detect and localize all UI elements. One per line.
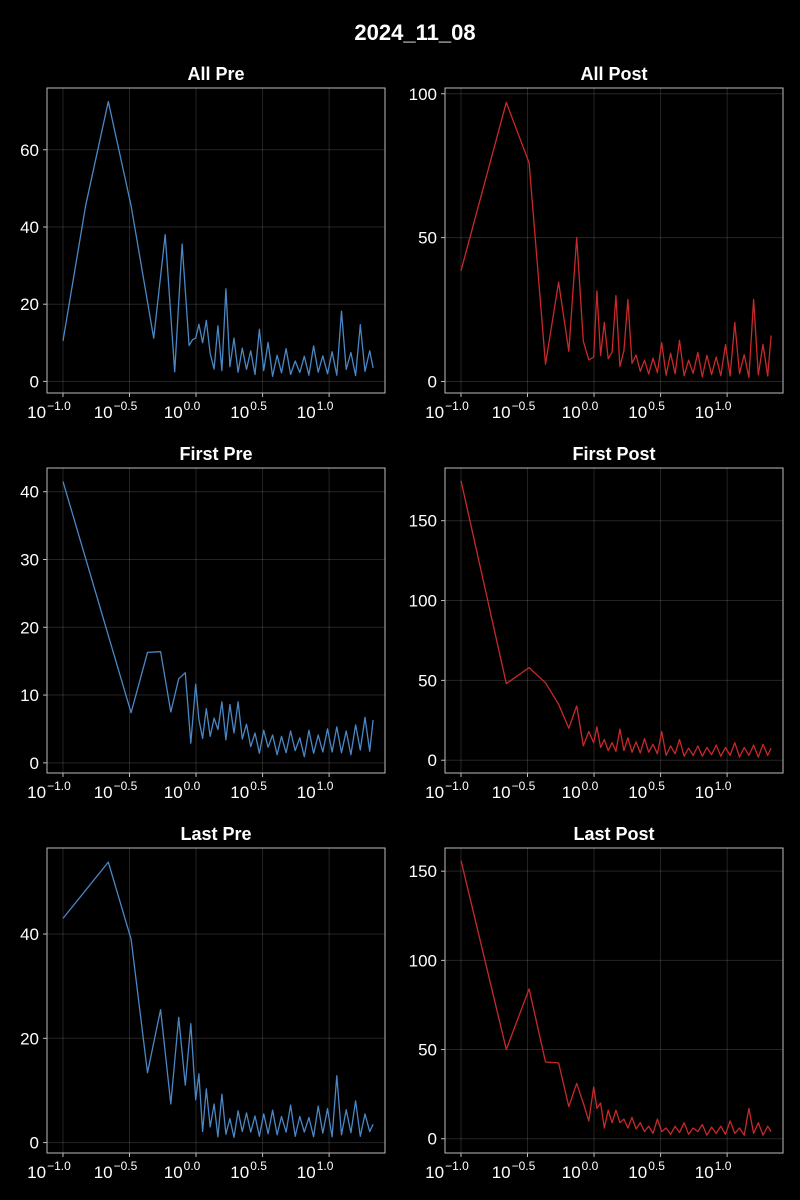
y-tick-label: 10 [20,686,39,705]
panel-all-post: All Post 10−1.0 10−0.5 100.0 100.5 101.0 0 50 10… [409,64,784,422]
series-line-first-pre [62,481,374,758]
y-tick-label: 0 [30,754,39,773]
x-tick-label: 100.5 [628,1159,665,1182]
y-tick-label: 20 [20,295,39,314]
y-tick-label: 40 [20,483,39,502]
x-tick-label: 101.0 [695,779,732,802]
x-tick-label: 10−1.0 [27,399,71,422]
series-line-last-pre [62,861,374,1139]
x-tick-label: 10−0.5 [492,1159,536,1182]
y-tick-label: 40 [20,218,39,237]
panel-all-pre: All Pre 10−1.0 10−0.5 100.0 100.5 101.0 0 20 40 6… [20,64,386,422]
x-tick-label: 100.5 [230,399,267,422]
plot-frame [444,467,784,774]
x-tick-label: 100.0 [164,1159,201,1182]
y-tick-label: 100 [409,85,437,104]
panel-title: All Pre [187,64,244,84]
x-tick-label: 10−1.0 [425,779,469,802]
x-tick-label: 100.0 [164,779,201,802]
y-tick-label: 100 [409,951,437,970]
y-tick-label: 20 [20,618,39,637]
y-tick-label: 40 [20,925,39,944]
y-tick-label: 0 [428,372,437,391]
x-tick-label: 10−0.5 [94,399,138,422]
x-tick-label: 10−1.0 [425,399,469,422]
x-tick-label: 100.0 [562,399,599,422]
x-tick-label: 100.0 [562,779,599,802]
x-tick-label: 10−0.5 [94,1159,138,1182]
plot-frame [46,87,386,394]
x-tick-label: 101.0 [297,399,334,422]
y-tick-label: 0 [30,1134,39,1153]
x-tick-label: 10−0.5 [492,399,536,422]
y-tick-label: 0 [30,372,39,391]
x-tick-label: 10−0.5 [94,779,138,802]
y-tick-label: 0 [428,751,437,770]
series-line-all-pre [62,100,374,378]
panel-title: All Post [580,64,647,84]
x-tick-label: 100.0 [562,1159,599,1182]
x-tick-label: 10−1.0 [27,1159,71,1182]
panel-title: First Pre [179,444,252,464]
x-tick-label: 101.0 [297,1159,334,1182]
panel-title: First Post [572,444,655,464]
plot-frame [46,847,386,1154]
panel-last-pre: Last Pre 10−1.0 10−0.5 100.0 100.5 101.0 0 20 40 [20,824,386,1182]
y-tick-label: 150 [409,512,437,531]
y-tick-label: 30 [20,551,39,570]
panel-last-post: Last Post 10−1.0 10−0.5 100.0 100.5 101.0 0 50 1… [409,824,784,1182]
y-tick-label: 150 [409,862,437,881]
x-tick-label: 100.5 [230,779,267,802]
x-tick-label: 100.5 [628,399,665,422]
y-tick-label: 50 [418,229,437,248]
y-tick-label: 0 [428,1130,437,1149]
figure-title: 2024_11_08 [354,20,475,45]
x-tick-label: 100.5 [230,1159,267,1182]
y-tick-label: 50 [418,671,437,690]
y-tick-label: 20 [20,1029,39,1048]
y-tick-label: 50 [418,1041,437,1060]
x-tick-label: 100.5 [628,779,665,802]
panel-grid: All Pre 10−1.0 10−0.5 100.0 100.5 101.0 0 20 40 6… [20,64,784,1182]
y-tick-label: 60 [20,141,39,160]
x-tick-label: 101.0 [695,399,732,422]
series-line-first-post [460,480,772,758]
panel-first-post: First Post 10−1.0 10−0.5 100.0 100.5 101.0 0 50… [409,444,784,802]
x-tick-label: 100.0 [164,399,201,422]
panel-first-pre: First Pre 10−1.0 10−0.5 100.0 100.5 101.0 0 10 2… [20,444,386,802]
x-tick-label: 101.0 [297,779,334,802]
plot-frame [444,847,784,1154]
series-line-last-post [460,860,772,1136]
y-tick-label: 100 [409,592,437,611]
x-tick-label: 101.0 [695,1159,732,1182]
plot-frame [444,87,784,394]
x-tick-label: 10−0.5 [492,779,536,802]
series-line-all-post [460,101,772,379]
plot-frame [46,467,386,774]
x-tick-label: 10−1.0 [425,1159,469,1182]
x-tick-label: 10−1.0 [27,779,71,802]
panel-title: Last Pre [180,824,251,844]
panel-title: Last Post [573,824,654,844]
